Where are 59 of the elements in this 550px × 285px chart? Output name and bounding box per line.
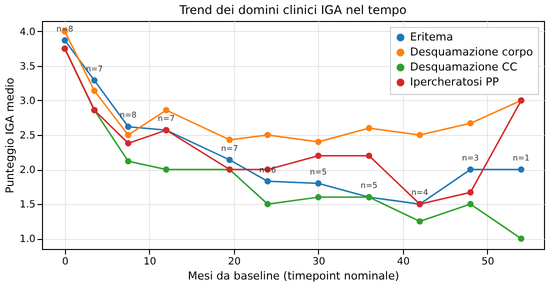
annotation: n=7 <box>158 114 175 124</box>
point <box>518 166 524 173</box>
y-tick-label: 3.5 <box>20 61 36 72</box>
point <box>91 88 98 94</box>
annotation: n=1 <box>512 154 530 163</box>
legend-label: Eritema <box>410 30 454 44</box>
annotation: n=8 <box>120 110 137 120</box>
point <box>467 200 474 208</box>
point <box>467 166 474 173</box>
legend-label: Desquamazione CC <box>410 60 518 74</box>
point <box>163 106 170 114</box>
point <box>125 158 132 164</box>
y-tick-label: 4.0 <box>20 26 36 38</box>
point <box>264 178 271 184</box>
point <box>518 235 524 242</box>
annotation: n=7 <box>86 64 103 74</box>
x-tick-label: 40 <box>397 256 410 268</box>
point <box>366 124 372 132</box>
annotation: n=3 <box>462 154 479 163</box>
annotation: n=8 <box>56 24 74 34</box>
point <box>366 152 372 159</box>
point <box>226 156 233 164</box>
point <box>125 132 132 138</box>
x-tick-label: 0 <box>62 256 69 268</box>
x-axis-title: Mesi da baseline (timepoint nominale) <box>188 270 400 282</box>
point <box>315 152 322 159</box>
annotation: n=6 <box>259 165 276 174</box>
annotation: n=5 <box>360 181 378 190</box>
y-tick-label: 2.5 <box>20 130 36 142</box>
y-tick-label: 1.0 <box>20 234 36 246</box>
point <box>315 194 322 200</box>
point <box>264 132 271 138</box>
point <box>125 124 132 130</box>
point <box>125 140 132 146</box>
point <box>315 138 322 146</box>
legend-label: Desquamazione corpo <box>410 46 534 58</box>
point <box>163 166 170 173</box>
annotation: n=5 <box>310 167 327 176</box>
x-tick-label: 50 <box>482 256 494 268</box>
y-tick-label: 3.0 <box>20 96 36 107</box>
y-tick-label: 1.5 <box>20 200 36 211</box>
y-axis-title: Punteggio IGA medio <box>4 77 17 194</box>
point <box>467 120 474 126</box>
point <box>264 200 271 208</box>
point <box>315 180 322 187</box>
x-tick-label: 30 <box>312 256 326 268</box>
annotation: n=4 <box>411 188 428 198</box>
point <box>226 136 233 143</box>
legend-label: Ipercheratosi PP <box>410 76 500 88</box>
x-tick-label: 20 <box>228 256 241 268</box>
y-tick-label: 2.0 <box>20 165 36 176</box>
point <box>91 77 98 84</box>
point <box>62 37 68 44</box>
point <box>416 132 423 138</box>
point <box>416 218 423 225</box>
point <box>467 189 474 196</box>
chart-title: Trend dei domini clinici IGA nel tempo <box>178 3 407 17</box>
x-tick-label: 10 <box>143 256 156 268</box>
annotation: n=7 <box>221 144 238 153</box>
